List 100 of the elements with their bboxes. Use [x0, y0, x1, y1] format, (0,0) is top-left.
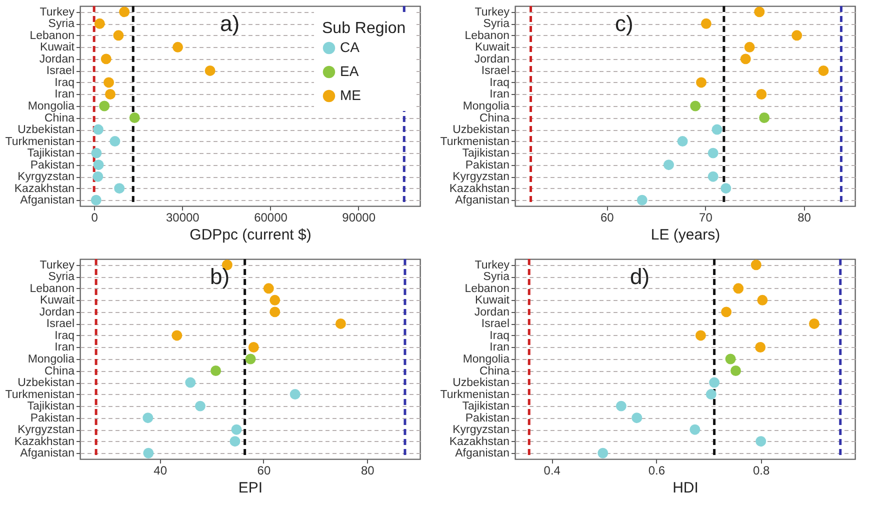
point: [129, 112, 140, 123]
point: [270, 294, 280, 306]
y-tick-label: Kyrgyzstan: [452, 424, 510, 436]
point: [185, 377, 196, 388]
point: [93, 160, 104, 170]
y-tick-label: Jordan: [474, 53, 510, 66]
point: [231, 424, 242, 435]
point: [91, 148, 102, 158]
y-tick-label: Jordan: [39, 53, 74, 66]
point: [248, 342, 259, 352]
point: [172, 42, 184, 52]
y-tick-label: Kazakhstan: [14, 182, 74, 195]
point: [335, 318, 346, 329]
y-tick-label: Iraq: [54, 330, 74, 342]
point: [263, 283, 274, 294]
y-tick-label: Uzbekistan: [18, 124, 74, 136]
y-tick-label: Uzbekistan: [452, 377, 510, 390]
y-tick-label: Pakistan: [465, 159, 510, 172]
y-tick-label: China: [479, 365, 510, 378]
point: [119, 6, 130, 18]
point: [755, 342, 766, 352]
point: [663, 160, 674, 170]
point: [756, 436, 766, 447]
x-axis-title: HDI: [672, 480, 698, 496]
y-tick-label: Jordan: [39, 306, 74, 318]
y-tick-label: Tajikistan: [27, 148, 74, 160]
legend-title: Sub Region: [322, 20, 406, 37]
x-tick-label: 0.4: [544, 464, 561, 478]
legend-label: ME: [340, 87, 361, 103]
y-tick-label: China: [479, 112, 510, 124]
point: [695, 330, 706, 341]
point: [90, 194, 102, 206]
y-tick-label: Lebanon: [30, 282, 74, 295]
x-axis-title: LE (years): [650, 226, 720, 244]
y-tick-label: Turkmenistan: [440, 136, 510, 148]
y-tick-label: Kuwait: [474, 42, 510, 54]
point: [598, 448, 608, 458]
y-tick-label: Mongolia: [462, 100, 510, 112]
point: [712, 124, 722, 135]
point: [230, 436, 240, 447]
point: [94, 18, 105, 29]
y-tick-label: Mongolia: [28, 354, 76, 366]
x-tick-label: 0.8: [753, 464, 770, 478]
y-tick-label: Turkmenistan: [5, 388, 74, 401]
x-tick-label: 90000: [342, 210, 376, 224]
y-tick-label: Pakistan: [30, 159, 74, 172]
point: [616, 400, 626, 412]
y-tick-label: Afganistan: [455, 194, 510, 207]
point: [757, 294, 768, 306]
point: [113, 30, 124, 41]
point: [700, 18, 712, 29]
point: [708, 171, 718, 182]
x-tick-label: 0.6: [648, 464, 666, 478]
y-tick-label: Israel: [481, 318, 510, 330]
y-tick-label: Tajikistan: [27, 400, 74, 413]
annotation: b): [210, 264, 230, 289]
y-tick-label: Afganistan: [20, 448, 74, 460]
y-tick-label: Syria: [483, 18, 510, 30]
y-tick-label: Turkey: [40, 259, 75, 272]
x-tick-label: 0: [91, 210, 98, 224]
point: [818, 65, 829, 76]
point: [744, 42, 755, 52]
x-tick-label: 70: [699, 210, 713, 224]
y-tick-label: Kyrgyzstan: [452, 171, 510, 184]
point: [270, 306, 280, 318]
point: [143, 448, 154, 458]
y-tick-label: Kazakhstan: [449, 436, 510, 448]
y-tick-label: Lebanon: [464, 282, 510, 295]
point: [142, 412, 154, 424]
x-axis-title: EPI: [238, 480, 263, 496]
y-tick-label: Kyrgyzstan: [18, 424, 74, 436]
point: [690, 424, 700, 435]
y-tick-label: Tajikistan: [462, 400, 510, 413]
y-tick-label: Iran: [490, 88, 510, 101]
point: [709, 377, 720, 388]
y-tick-label: Syria: [48, 271, 76, 284]
y-tick-label: Iraq: [490, 330, 510, 342]
y-tick-label: Israel: [481, 65, 510, 78]
y-tick-label: Israel: [46, 318, 74, 330]
x-axis-title: GDPpc (current $): [190, 226, 312, 244]
x-tick-label: 80: [798, 210, 812, 224]
point: [756, 89, 767, 100]
point: [104, 77, 114, 88]
y-tick-label: Kuwait: [474, 294, 510, 307]
y-tick-label: Iran: [490, 342, 510, 354]
y-tick-label: Pakistan: [465, 412, 510, 424]
y-tick-label: China: [44, 112, 76, 124]
point: [210, 366, 222, 376]
point: [92, 124, 104, 135]
point: [677, 136, 688, 147]
point: [636, 194, 648, 206]
y-tick-label: Kyrgyzstan: [18, 171, 74, 184]
point: [708, 148, 718, 158]
legend-label: EA: [340, 63, 360, 79]
y-tick-label: Turkmenistan: [440, 388, 510, 401]
y-tick-label: Turkey: [474, 6, 510, 18]
y-tick-label: Turkmenistan: [5, 136, 74, 148]
point: [706, 389, 716, 400]
point: [195, 400, 206, 412]
point: [204, 65, 216, 76]
